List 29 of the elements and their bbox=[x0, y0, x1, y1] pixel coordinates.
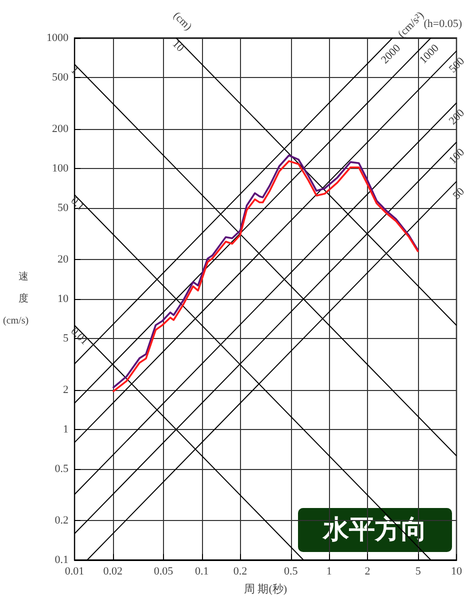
y-tick-label: 20 bbox=[58, 254, 70, 266]
y-tick-label: 1000 bbox=[46, 32, 70, 44]
x-tick-label: 0.02 bbox=[103, 566, 122, 578]
x-tick-label: 10 bbox=[451, 566, 462, 578]
y-tick-label: 5 bbox=[63, 332, 70, 344]
x-tick-label: 2 bbox=[364, 566, 370, 578]
y-tick-label: 1 bbox=[63, 424, 69, 436]
y-tick-label: 2 bbox=[63, 384, 69, 396]
y-tick-label: 0.2 bbox=[54, 514, 69, 527]
text: (h=0.05) bbox=[424, 18, 462, 30]
text: 10 bbox=[170, 38, 186, 55]
y-tick-label: 500 bbox=[52, 71, 70, 84]
x-tick-label: 0.5 bbox=[284, 566, 298, 578]
y-tick-label: 0.1 bbox=[54, 554, 69, 566]
y-axis-title: 速度 (cm/s) bbox=[3, 270, 29, 326]
text: (cm) bbox=[170, 10, 194, 34]
x-tick-label: 5 bbox=[415, 566, 422, 578]
text: 50 bbox=[450, 185, 465, 202]
x-tick-label: 0.1 bbox=[194, 566, 209, 578]
y-tick-label: 0.5 bbox=[54, 462, 70, 475]
x-tick-label: 0.01 bbox=[64, 566, 84, 578]
x-tick-label: 1 bbox=[326, 566, 332, 578]
y-tick-label: 50 bbox=[58, 202, 70, 214]
x-tick-label: 0.05 bbox=[154, 566, 174, 578]
y-tick-label: 100 bbox=[52, 162, 70, 174]
x-tick-label: 0.2 bbox=[233, 566, 248, 578]
y-tick-label: 10 bbox=[58, 293, 70, 305]
y-tick-label: 200 bbox=[52, 123, 70, 136]
x-axis-title: 周 期(秒) bbox=[244, 584, 288, 596]
